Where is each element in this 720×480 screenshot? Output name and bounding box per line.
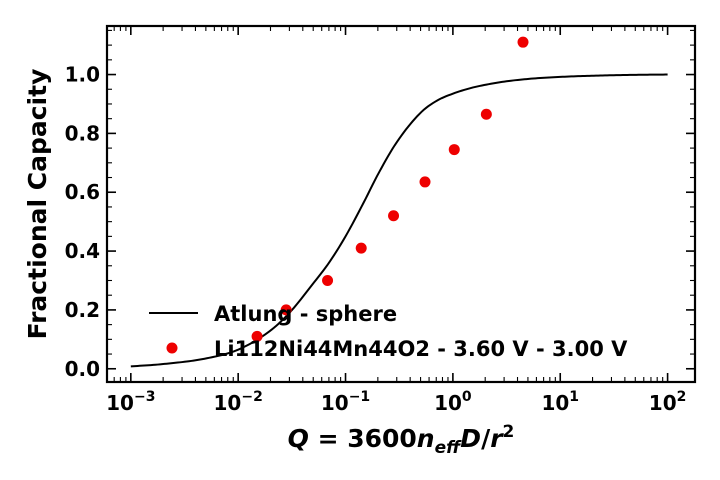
x-tick-label: 10−1 (321, 389, 370, 415)
data-point (448, 144, 460, 156)
data-point (480, 108, 492, 120)
data-point (251, 330, 263, 342)
x-tick-label: 101 (541, 389, 579, 415)
data-point (280, 304, 292, 316)
x-axis-title: Q = 3600neffD/r2 (288, 422, 515, 458)
legend-label-atlung: Atlung - sphere (214, 302, 397, 326)
y-tick-label: 0.2 (65, 298, 100, 322)
y-tick-label: 1.0 (65, 63, 100, 87)
y-tick-label: 0.0 (65, 357, 100, 381)
y-tick-labels: 0.0 0.2 0.4 0.6 0.8 1.0 (65, 63, 100, 381)
data-point (355, 242, 367, 254)
data-point (419, 176, 431, 188)
atlung-sphere-line (130, 73, 668, 368)
y-tick-label: 0.4 (65, 239, 100, 263)
x-tick-label: 10−2 (214, 389, 263, 415)
y-tick-label: 0.6 (65, 180, 100, 204)
x-tick-label: 100 (434, 389, 472, 415)
x-tick-label: 102 (649, 389, 687, 415)
y-tick-label: 0.8 (65, 121, 100, 145)
data-point (322, 274, 334, 286)
y-axis-title: Fractional Capacity (23, 69, 52, 340)
legend-label-li112: Li112Ni44Mn44O2 - 3.60 V - 3.00 V (214, 337, 628, 361)
data-point (388, 210, 400, 222)
legend: Atlung - sphere Li112Ni44Mn44O2 - 3.60 V… (149, 302, 628, 361)
x-tick-labels: 10−3 10−2 10−1 100 101 102 (106, 389, 686, 415)
axes-frame (105, 24, 697, 384)
plot-area (130, 36, 668, 368)
data-point (517, 36, 529, 48)
major-ticks (107, 26, 695, 382)
data-points (251, 36, 529, 342)
x-tick-label: 10−3 (106, 389, 155, 415)
legend-dot-swatch (166, 342, 178, 354)
